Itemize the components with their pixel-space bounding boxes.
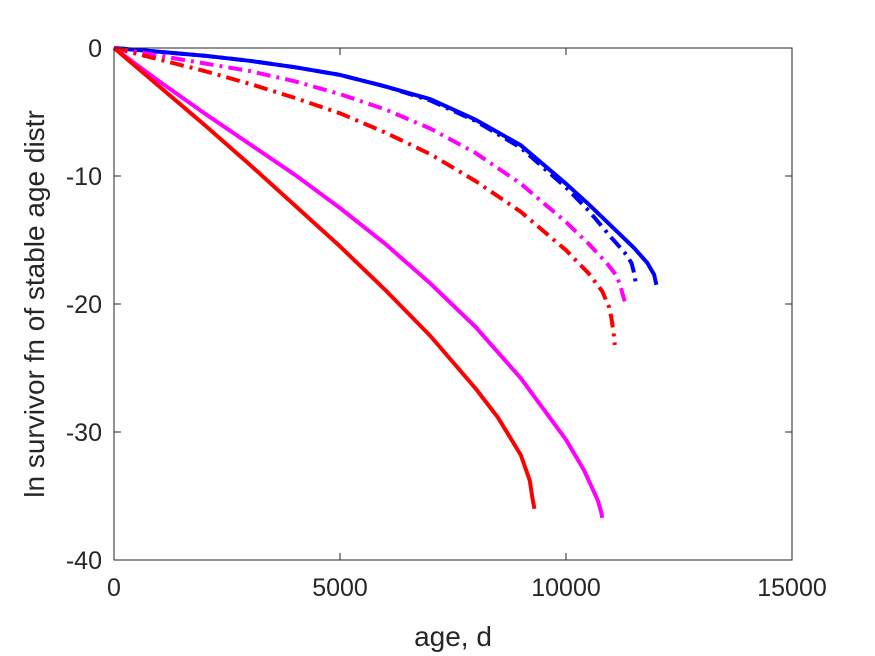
series-layer	[112, 46, 659, 519]
y-tick-label-1: 0	[88, 35, 102, 63]
series-line-4	[113, 46, 617, 346]
x-tick-label-3: 10000	[531, 574, 601, 602]
series-line-2	[113, 46, 639, 286]
x-axis-label: age, d	[414, 621, 492, 652]
ticks-layer: 0 5000 10000 15000 0 -10 -20 -30 -40	[66, 35, 827, 602]
y-tick-label-3: -20	[66, 291, 102, 319]
y-axis-label: ln survivor fn of stable age distr	[19, 110, 50, 498]
series-line-3	[113, 46, 627, 302]
y-tick-label-4: -30	[66, 419, 102, 447]
y-tick-label-5: -40	[66, 547, 102, 575]
x-tick-label-1: 0	[107, 574, 121, 602]
x-tick-label-2: 5000	[312, 574, 368, 602]
x-tick-label-4: 15000	[757, 574, 827, 602]
series-line-6	[112, 46, 537, 510]
series-line-5	[112, 46, 605, 519]
y-tick-label-2: -10	[66, 163, 102, 191]
